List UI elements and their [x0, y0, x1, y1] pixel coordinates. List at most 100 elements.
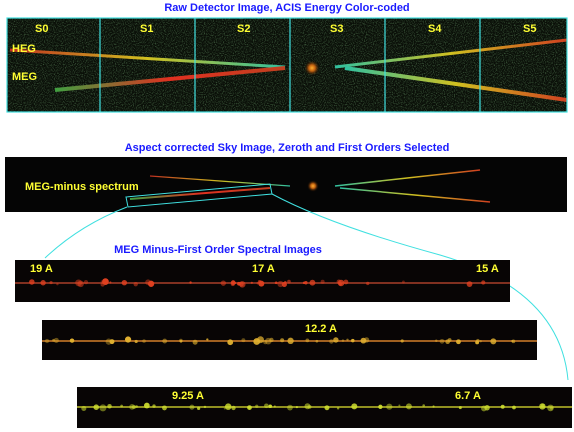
emission-line — [337, 279, 345, 287]
emission-line — [302, 281, 306, 285]
emission-line — [324, 405, 330, 411]
emission-line — [81, 405, 87, 411]
emission-line — [405, 403, 412, 410]
emission-line — [258, 280, 265, 287]
wavelength-label: 12.2 A — [305, 323, 337, 335]
emission-line — [109, 281, 112, 284]
emission-line — [512, 405, 516, 410]
emission-line — [49, 280, 53, 285]
emission-line — [241, 338, 246, 343]
emission-line — [69, 338, 74, 343]
wavelength-label: 6.7 A — [455, 390, 481, 402]
emission-line — [224, 403, 232, 410]
emission-line — [549, 406, 554, 410]
emission-line — [179, 339, 183, 343]
emission-line — [268, 404, 273, 409]
emission-line — [400, 339, 404, 343]
emission-line — [386, 403, 393, 410]
emission-line — [500, 404, 505, 409]
emission-line — [445, 339, 450, 345]
emission-line — [333, 337, 339, 343]
emission-line — [147, 280, 155, 287]
emission-line — [124, 336, 132, 343]
sky-image: MEG-minus spectrum — [5, 157, 567, 212]
panel-title: MEG Minus-First Order Spectral Images — [114, 244, 322, 256]
spectrum-label: MEG-minus spectrum — [25, 181, 139, 193]
emission-line — [281, 281, 287, 288]
connector — [44, 206, 128, 259]
emission-line — [227, 339, 234, 346]
emission-line — [307, 404, 312, 409]
emission-line — [346, 338, 349, 342]
emission-line — [422, 404, 426, 407]
emission-line — [263, 339, 268, 345]
emission-line — [29, 279, 35, 285]
panel-title: Aspect corrected Sky Image, Zeroth and F… — [125, 142, 450, 154]
emission-line — [250, 281, 253, 284]
emission-line — [343, 279, 349, 285]
emission-line — [129, 403, 135, 410]
emission-line — [295, 406, 298, 409]
emission-line — [255, 404, 259, 408]
emission-line — [44, 338, 50, 344]
heg-label: HEG — [12, 43, 36, 55]
wavelength-label: 15 A — [476, 263, 499, 275]
emission-line — [100, 280, 104, 283]
meg-label: MEG — [12, 71, 37, 83]
emission-line — [189, 281, 192, 284]
emission-line — [540, 403, 545, 408]
emission-line — [143, 402, 150, 409]
chip-label: S2 — [237, 23, 250, 35]
wavelength-label: 17 A — [252, 263, 275, 275]
emission-line — [142, 339, 146, 343]
emission-line — [220, 280, 227, 286]
emission-line — [152, 404, 156, 408]
connector — [271, 193, 569, 381]
emission-line — [329, 339, 334, 344]
emission-line — [336, 407, 340, 410]
chip-label: S4 — [428, 23, 442, 35]
emission-line — [341, 339, 345, 342]
emission-line — [192, 339, 198, 345]
emission-line — [247, 405, 252, 411]
emission-line — [287, 279, 291, 284]
emission-line — [456, 339, 461, 345]
chip-label: S0 — [35, 23, 48, 35]
emission-line — [269, 337, 274, 343]
emission-line — [162, 338, 168, 344]
emission-line — [458, 406, 462, 410]
emission-line — [93, 404, 100, 410]
emission-line — [56, 282, 59, 286]
emission-line — [107, 404, 112, 409]
emission-line — [99, 404, 107, 412]
emission-line — [203, 405, 207, 409]
emission-line — [511, 339, 516, 344]
emission-line — [315, 339, 319, 343]
emission-line — [351, 338, 355, 343]
chip-label: S5 — [523, 23, 536, 35]
emission-line — [479, 339, 482, 343]
emission-line — [121, 279, 128, 286]
emission-line — [363, 337, 370, 343]
emission-line — [148, 283, 151, 286]
emission-line — [476, 338, 480, 343]
emission-line — [197, 406, 201, 410]
emission-line — [239, 281, 246, 288]
emission-line — [53, 337, 59, 343]
emission-line — [351, 403, 358, 410]
emission-line — [466, 281, 473, 287]
emission-line — [287, 404, 293, 411]
emission-line — [304, 403, 311, 410]
wavelength-label: 19 A — [30, 263, 53, 275]
emission-line — [83, 280, 89, 285]
raw-detector-image: S0 S1 S2 S3 S4 S5 HEG MEG — [6, 17, 568, 113]
emission-line — [287, 337, 294, 345]
emission-line — [253, 338, 261, 345]
emission-line — [77, 280, 84, 288]
emission-line — [398, 404, 401, 407]
emission-line — [131, 404, 136, 410]
emission-line — [280, 338, 285, 343]
emission-line — [273, 405, 276, 408]
emission-line — [223, 407, 226, 410]
